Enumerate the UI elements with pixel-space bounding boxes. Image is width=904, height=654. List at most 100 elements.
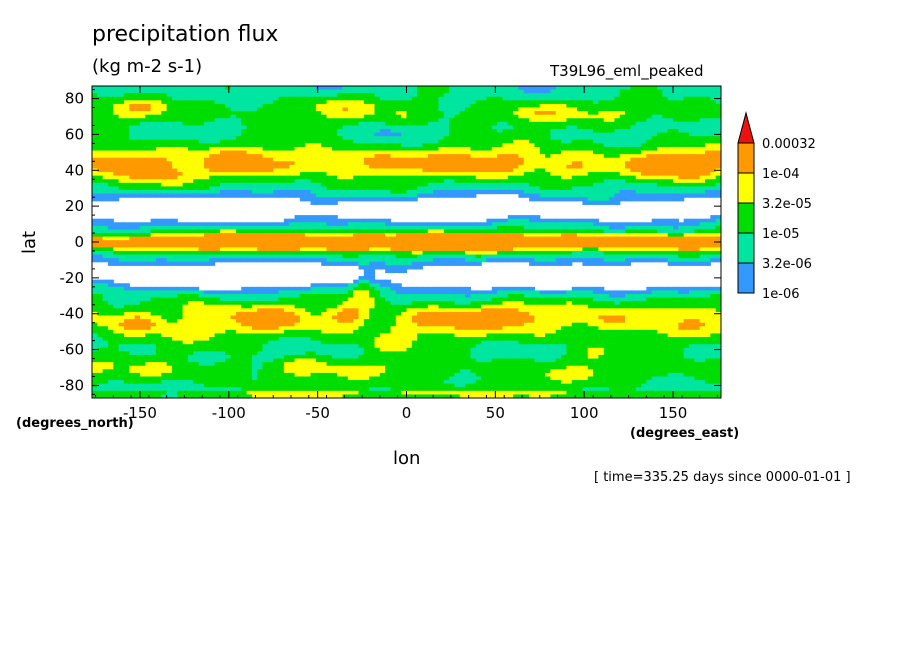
field-cell [518, 254, 525, 259]
field-cell [555, 86, 562, 91]
field-cell [406, 247, 413, 252]
field-cell [523, 250, 530, 256]
field-cell [422, 118, 429, 123]
field-cell [555, 139, 562, 144]
field-cell [641, 150, 647, 155]
field-cell [598, 139, 605, 144]
field-cell [443, 154, 450, 159]
field-cell [182, 89, 189, 94]
field-cell [326, 100, 333, 105]
field-cell [705, 86, 711, 91]
field-cell [571, 190, 578, 195]
field-cell [609, 146, 615, 152]
field-cell [534, 146, 541, 152]
field-cell [550, 86, 557, 91]
field-cell [363, 254, 370, 259]
field-cell [710, 193, 717, 198]
field-cell [635, 100, 642, 105]
field-cell [433, 250, 440, 256]
field-cell [401, 164, 408, 170]
field-cell [310, 96, 317, 101]
field-cell [459, 157, 466, 162]
field-cell [278, 157, 285, 162]
field-cell [118, 150, 125, 155]
field-cell [449, 139, 456, 144]
field-cell [662, 179, 669, 184]
field-cell [353, 229, 360, 234]
field-cell [150, 168, 157, 173]
field-cell [561, 254, 568, 259]
field-cell [150, 154, 157, 159]
field-cell [443, 111, 450, 116]
field-cell [182, 229, 189, 234]
field-cell [598, 100, 605, 105]
field-cell [417, 175, 424, 180]
field-cell [262, 240, 269, 245]
field-cell [246, 121, 253, 127]
field-cell [289, 146, 296, 152]
field-cell [225, 111, 232, 116]
field-cell [710, 96, 717, 101]
field-cell [635, 168, 642, 173]
field-cell [374, 125, 381, 130]
field-cell [251, 254, 258, 259]
field-cell [518, 186, 525, 191]
field-cell [699, 186, 706, 191]
field-cell [177, 103, 184, 109]
field-cell [246, 182, 253, 188]
field-cell [214, 111, 221, 116]
field-cell [513, 150, 520, 155]
field-cell [550, 197, 557, 202]
field-cell [710, 190, 717, 195]
field-cell [667, 250, 674, 256]
field-cell [331, 129, 338, 134]
field-cell [646, 190, 653, 195]
field-cell [433, 118, 440, 123]
field-cell [262, 132, 269, 137]
field-cell [321, 243, 328, 248]
field-cell [422, 146, 429, 152]
field-cell [326, 193, 333, 198]
field-cell [118, 225, 125, 231]
field-cell [593, 96, 599, 101]
field-cell [379, 175, 386, 180]
field-cell [699, 250, 706, 256]
field-cell [310, 222, 317, 227]
field-cell [102, 236, 109, 241]
field-cell [662, 154, 669, 159]
field-cell [283, 89, 290, 94]
field-cell [571, 236, 578, 241]
field-cell [171, 139, 178, 144]
field-cell [651, 168, 658, 173]
field-cell [619, 100, 626, 105]
field-cell [406, 161, 413, 166]
field-cell [353, 118, 360, 123]
field-cell [481, 182, 488, 188]
field-cell [310, 168, 317, 173]
field-cell [294, 111, 301, 116]
field-cell [267, 118, 274, 123]
field-cell [513, 215, 520, 220]
field-cell [545, 233, 552, 238]
field-cell [161, 136, 168, 141]
field-cell [411, 236, 418, 241]
field-cell [278, 168, 285, 173]
field-cell [321, 143, 328, 148]
field-cell [331, 215, 338, 220]
field-cell [305, 233, 312, 238]
field-cell [134, 182, 141, 188]
field-cell [123, 157, 130, 162]
field-cell [395, 193, 402, 198]
field-cell [689, 172, 695, 177]
field-cell [641, 225, 647, 231]
field-cell [129, 136, 136, 141]
field-cell [246, 175, 253, 180]
field-cell [97, 164, 104, 170]
field-cell [422, 125, 429, 130]
field-cell [225, 161, 232, 166]
field-cell [561, 89, 568, 94]
field-cell [481, 93, 488, 98]
field-cell [214, 236, 221, 241]
field-cell [710, 114, 717, 119]
field-cell [203, 132, 210, 137]
